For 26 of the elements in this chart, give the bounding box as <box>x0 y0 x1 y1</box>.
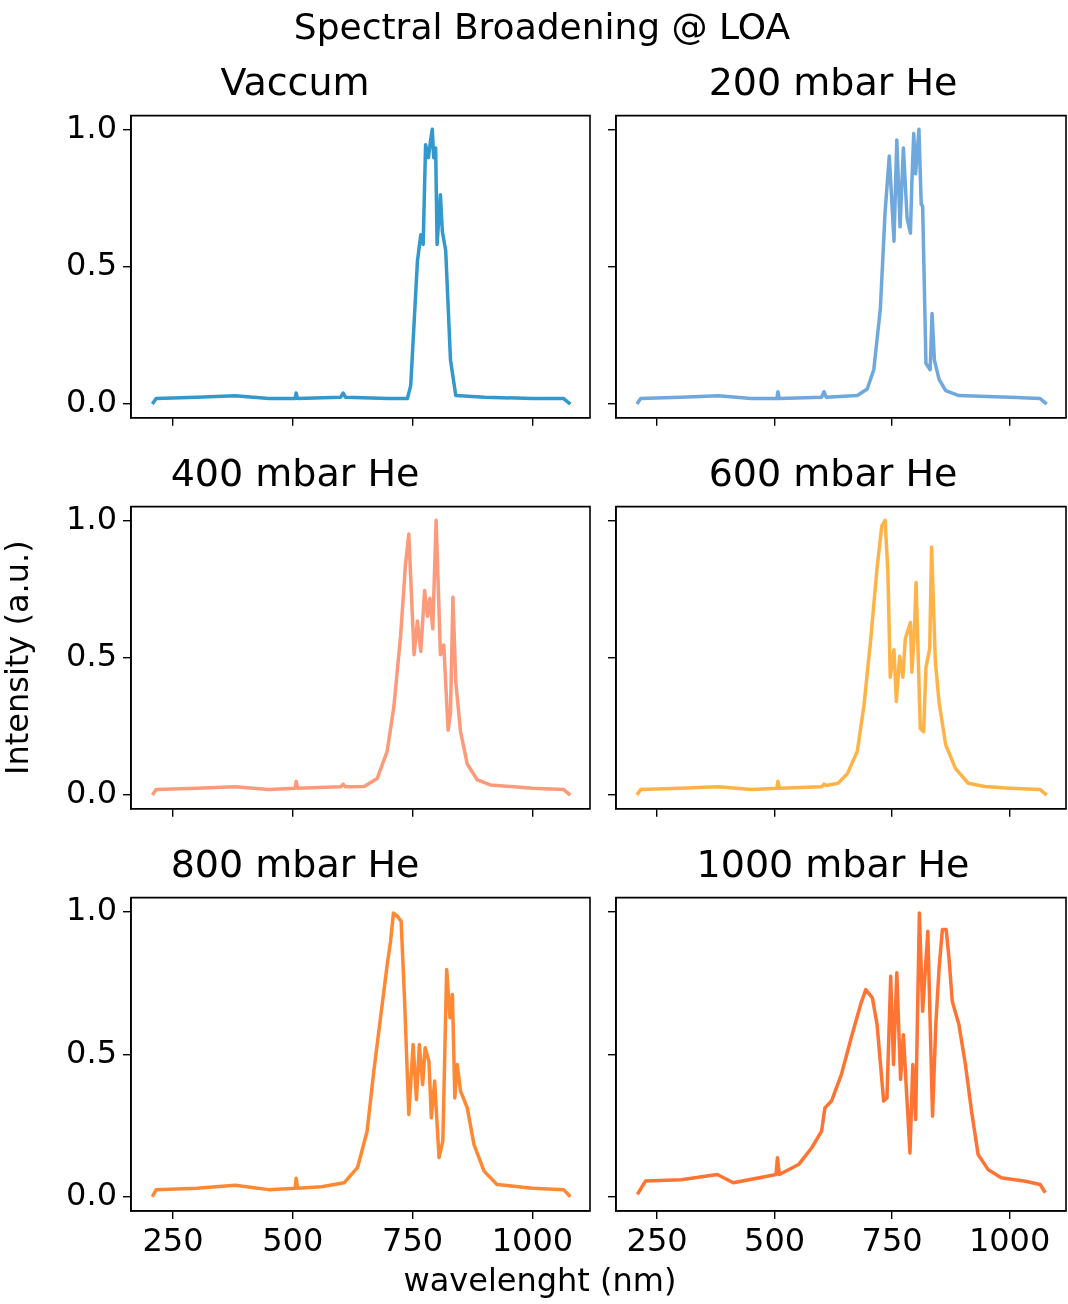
y-tick-label: 0.5 <box>66 1032 117 1071</box>
chart-title: 600 mbar He <box>708 450 958 495</box>
y-tick-label: 0.0 <box>66 1175 117 1214</box>
x-tick-label: 750 <box>382 1220 444 1259</box>
x-tick-label: 250 <box>626 1220 688 1259</box>
chart-title: 400 mbar He <box>170 450 420 495</box>
x-tick-label: 1000 <box>491 1220 574 1259</box>
y-tick-label: 0.5 <box>66 636 117 675</box>
x-tick-label: 250 <box>142 1220 204 1259</box>
x-tick-label: 1000 <box>968 1220 1051 1259</box>
chart-title: Vaccum <box>220 59 370 104</box>
y-tick-label: 1.0 <box>66 107 117 146</box>
y-tick-label: 1.0 <box>66 498 117 537</box>
x-tick-label: 500 <box>744 1220 806 1259</box>
chart-title: 1000 mbar He <box>696 841 970 886</box>
text: Spectral Broadening @ LOA <box>293 6 791 47</box>
y-tick-label: 0.5 <box>66 245 117 284</box>
x-tick-label: 500 <box>262 1220 324 1259</box>
x-tick-label: 750 <box>861 1220 923 1259</box>
y-tick-label: 0.0 <box>66 773 117 812</box>
y-axis-title: Intensity (a.u.) <box>0 540 36 776</box>
y-tick-label: 1.0 <box>66 890 117 929</box>
chart-title: 800 mbar He <box>170 841 420 886</box>
x-axis-title: wavelenght (nm) <box>403 1261 677 1299</box>
y-tick-label: 0.0 <box>66 382 117 421</box>
chart-title: 200 mbar He <box>708 59 958 104</box>
